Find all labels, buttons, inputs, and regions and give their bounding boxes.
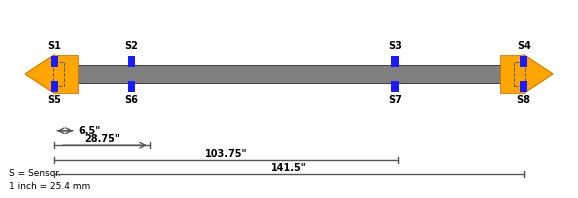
Text: 28.75": 28.75"	[84, 134, 120, 144]
Bar	[53, 62, 64, 86]
Polygon shape	[25, 55, 54, 93]
Text: S2: S2	[125, 41, 139, 51]
Text: S1: S1	[47, 41, 61, 51]
Bar	[499, 55, 524, 93]
Bar	[128, 81, 135, 92]
Text: S4: S4	[517, 41, 531, 51]
Polygon shape	[524, 55, 553, 93]
Bar	[54, 65, 524, 83]
Bar	[54, 55, 79, 93]
Text: 6.5": 6.5"	[79, 126, 101, 136]
Text: S3: S3	[388, 41, 402, 51]
Bar	[520, 56, 527, 67]
Text: S5: S5	[47, 95, 61, 105]
Bar	[51, 56, 58, 67]
Text: 103.75": 103.75"	[205, 149, 247, 159]
Bar	[391, 56, 399, 67]
Bar	[128, 56, 135, 67]
Text: S = Sensor.: S = Sensor.	[9, 169, 61, 178]
Bar	[520, 81, 527, 92]
Bar	[391, 81, 399, 92]
Bar	[514, 62, 525, 86]
Text: S8: S8	[517, 95, 531, 105]
Text: 1 inch = 25.4 mm: 1 inch = 25.4 mm	[9, 182, 90, 191]
Text: 141.5": 141.5"	[271, 163, 307, 173]
Text: S7: S7	[388, 95, 402, 105]
Bar	[51, 81, 58, 92]
Text: S6: S6	[125, 95, 139, 105]
